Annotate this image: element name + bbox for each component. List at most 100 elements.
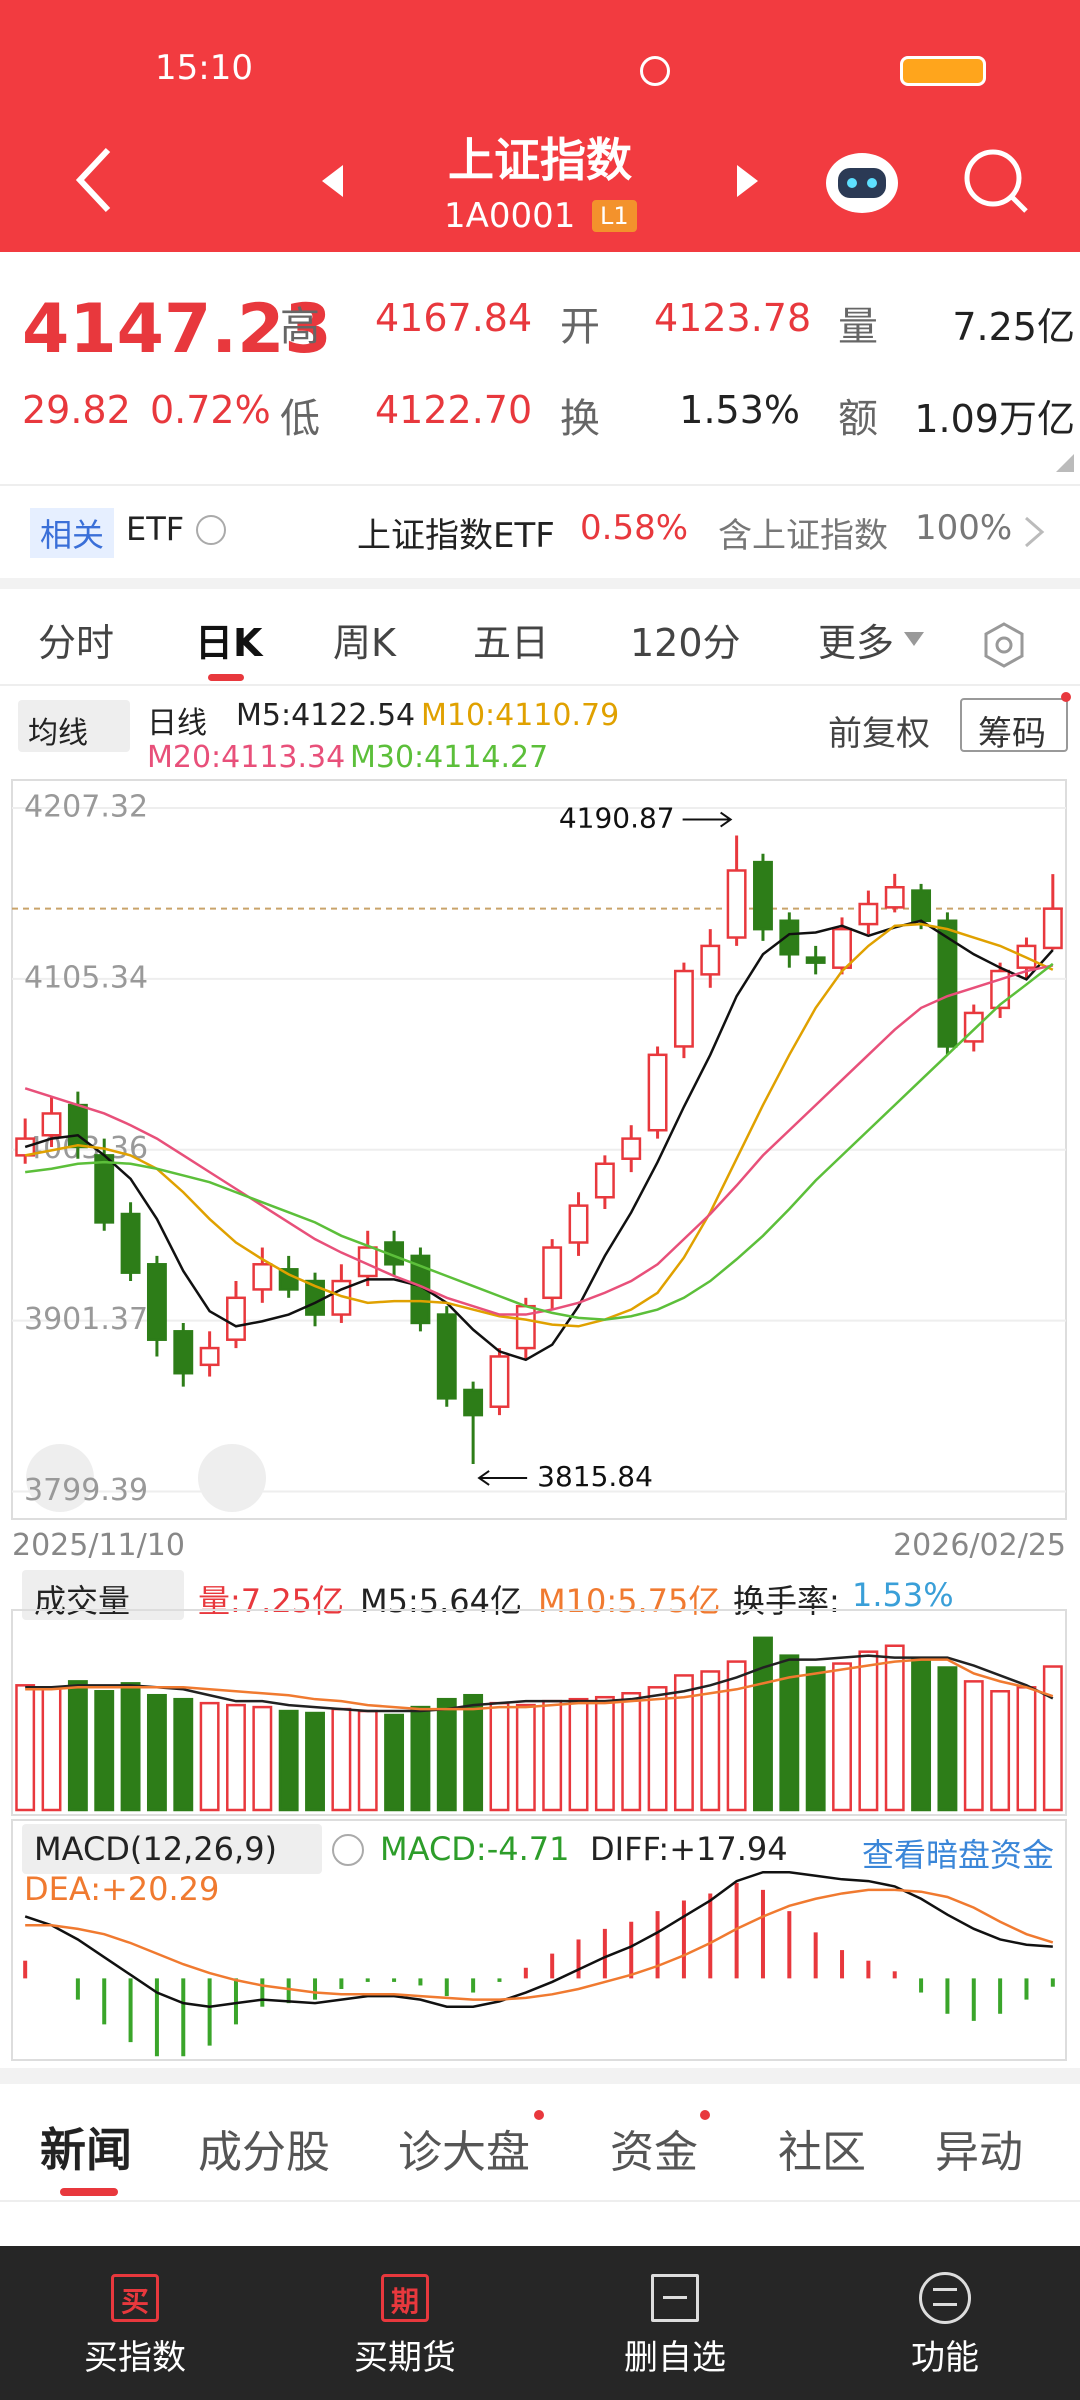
settings-button[interactable] xyxy=(984,622,1024,668)
section-gap xyxy=(0,2068,1080,2084)
volume-bar xyxy=(621,1691,642,1812)
stock-code: 1A0001 xyxy=(444,196,576,236)
volume-bar xyxy=(357,1709,378,1812)
volume-bar xyxy=(726,1660,747,1812)
bottom-icon xyxy=(111,2274,159,2322)
volume-bar xyxy=(858,1650,879,1812)
news-tab[interactable]: 资金 xyxy=(610,2127,698,2178)
candle-body xyxy=(278,1268,299,1291)
adjust-button[interactable]: 前复权 xyxy=(828,714,930,754)
chart-tab[interactable]: 分时 xyxy=(38,621,115,665)
candle-body xyxy=(305,1279,325,1316)
header-icons xyxy=(75,147,1028,213)
last-price: 4147.23 xyxy=(22,290,332,369)
bottom-icon-minus xyxy=(663,2296,687,2299)
news-tab[interactable]: 异动 xyxy=(935,2127,1023,2178)
ma-line xyxy=(24,919,1054,1362)
candle-body xyxy=(1016,944,1037,969)
chart-tab[interactable]: 更多 xyxy=(818,621,895,665)
dark-pool-link[interactable]: 查看暗盘资金 xyxy=(861,1836,1054,1874)
field-value: 4123.78 xyxy=(654,296,812,340)
candle-body xyxy=(384,1241,405,1266)
volume-bar xyxy=(673,1674,694,1812)
candle-body xyxy=(990,969,1011,1010)
bottom-bar xyxy=(0,2246,1080,2400)
candle-body xyxy=(226,1296,246,1341)
volume-bar xyxy=(199,1701,220,1812)
volume-pane xyxy=(11,1609,1067,1816)
divider xyxy=(0,2200,1080,2202)
volume-ma-line xyxy=(25,1658,1054,1711)
news-tab[interactable]: 成分股 xyxy=(198,2127,330,2178)
expand-corner[interactable] xyxy=(1052,450,1076,474)
next-button[interactable] xyxy=(737,165,758,197)
ma-legend: M20:4113.34 xyxy=(147,740,346,775)
x-end-label: 2026/02/25 xyxy=(893,1528,1066,1563)
volume-bar xyxy=(805,1666,826,1812)
field-value: 1.53% xyxy=(679,388,800,432)
news-tab[interactable]: 社区 xyxy=(778,2127,866,2178)
volume-bar xyxy=(884,1644,905,1812)
chart-tab[interactable]: 120分 xyxy=(630,621,741,665)
etf-change: 0.58% xyxy=(580,508,689,548)
candle-body xyxy=(673,969,694,1048)
volume-bar xyxy=(568,1697,589,1812)
chart-tab[interactable]: 周K xyxy=(333,621,396,665)
candle-body xyxy=(963,1011,984,1043)
bottom-icon-text: 期 xyxy=(390,2285,419,2318)
candle-body xyxy=(726,869,747,939)
news-tab[interactable]: 诊大盘 xyxy=(398,2127,530,2178)
volume-bar xyxy=(384,1713,405,1812)
tab-indicator xyxy=(60,2188,118,2196)
corner-triangle xyxy=(1056,454,1074,472)
fullscreen-button[interactable] xyxy=(198,1444,266,1512)
field-label: 开 xyxy=(560,304,600,350)
help-icon[interactable] xyxy=(196,515,226,545)
expand-button[interactable] xyxy=(26,1444,94,1512)
candle-body xyxy=(937,919,958,1048)
y-tick-label: 4105.34 xyxy=(24,960,148,995)
chips-button[interactable] xyxy=(960,698,1068,752)
ma-legend: M10:4110.79 xyxy=(421,698,620,733)
candle-body xyxy=(753,860,773,931)
bottom-icon xyxy=(381,2274,429,2322)
field-value: 4122.70 xyxy=(375,388,533,432)
candle-body xyxy=(436,1313,457,1400)
bottom-action[interactable]: 功能 xyxy=(911,2338,979,2378)
bottom-action[interactable]: 买期货 xyxy=(354,2338,456,2378)
volume-bar xyxy=(120,1682,141,1812)
chevron[interactable] xyxy=(1020,514,1050,550)
ma-selector[interactable] xyxy=(18,700,130,752)
volume-bar xyxy=(753,1636,773,1812)
chart-tab-active[interactable]: 日K xyxy=(195,621,263,665)
bottom-action[interactable]: 删自选 xyxy=(624,2338,726,2378)
prev-button[interactable] xyxy=(322,165,343,197)
volume-bar xyxy=(226,1703,246,1812)
back-button[interactable] xyxy=(75,147,111,213)
low-annotation: 3815.84 xyxy=(537,1460,653,1493)
help-icon[interactable] xyxy=(332,1834,364,1866)
volume-bar xyxy=(331,1707,352,1812)
bottom-icon xyxy=(651,2274,699,2322)
news-tab-active[interactable]: 新闻 xyxy=(40,2123,132,2177)
volume-bar xyxy=(15,1684,36,1812)
volume-label: 量:7.25亿 xyxy=(198,1582,345,1620)
candle-body xyxy=(463,1388,484,1417)
bottom-action[interactable]: 买指数 xyxy=(84,2338,186,2378)
candle-body xyxy=(700,944,721,976)
settings-center xyxy=(995,636,1013,654)
chart-tab[interactable]: 五日 xyxy=(473,621,550,665)
y-tick-label: 3799.39 xyxy=(24,1473,148,1508)
candle-body xyxy=(594,1162,615,1199)
volume-bar xyxy=(436,1697,457,1812)
alarm-icon xyxy=(640,56,670,86)
volume-bar xyxy=(305,1711,325,1812)
etf-name[interactable]: 上证指数ETF xyxy=(357,516,555,556)
candle-body xyxy=(542,1246,563,1300)
volume-bar xyxy=(146,1693,167,1812)
search-handle xyxy=(1010,195,1028,213)
search-button[interactable] xyxy=(964,149,1022,207)
arrow-head xyxy=(720,811,733,828)
candle-body xyxy=(779,919,800,956)
robot-eye xyxy=(847,178,857,188)
